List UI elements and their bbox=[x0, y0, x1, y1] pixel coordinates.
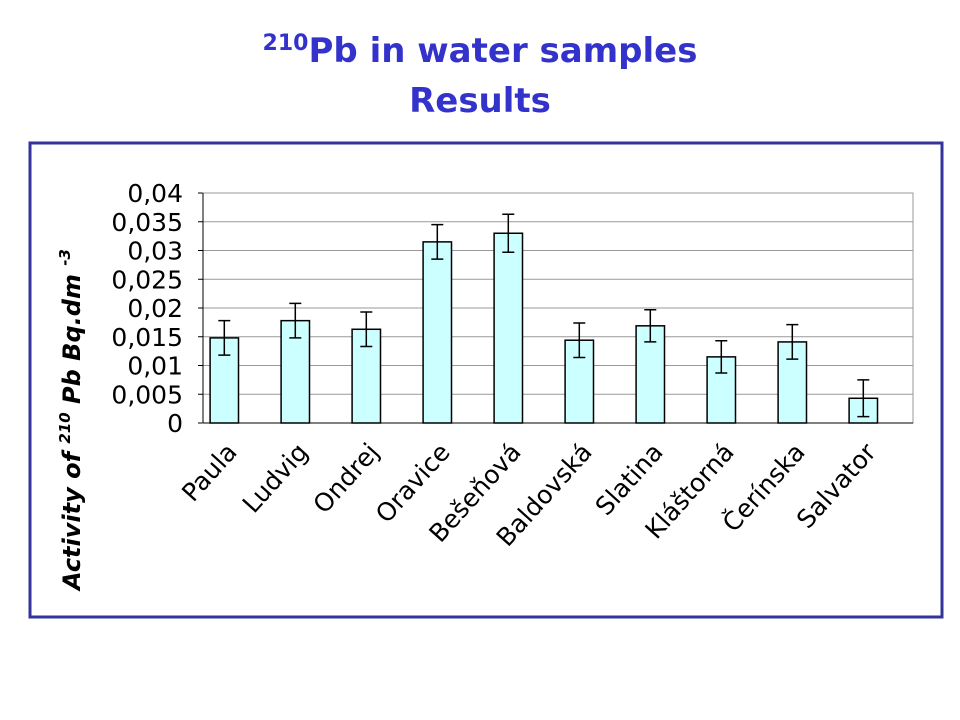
y-label-sup: -3 bbox=[56, 249, 74, 266]
y-tick-label: 0,035 bbox=[111, 208, 183, 237]
y-tick-label: 0,01 bbox=[127, 352, 183, 381]
error-bar bbox=[431, 223, 444, 260]
bar bbox=[422, 241, 453, 424]
y-tick-label: 0,02 bbox=[127, 294, 183, 323]
bar bbox=[493, 232, 524, 424]
x-tick-label: Ludvig bbox=[237, 438, 314, 519]
y-tick-label: 0,03 bbox=[127, 237, 183, 266]
bar bbox=[351, 328, 382, 424]
y-tick-label: 0,025 bbox=[111, 265, 183, 294]
y-tick-label: 0,005 bbox=[111, 380, 183, 409]
error-bar bbox=[360, 311, 373, 348]
error-bar bbox=[644, 308, 657, 343]
y-label-part: Pb Bq.dm bbox=[58, 266, 86, 413]
x-tick-label: Paula bbox=[176, 438, 243, 507]
bar bbox=[209, 337, 240, 424]
y-label-sup: 210 bbox=[56, 412, 74, 443]
y-tick-label: 0,04 bbox=[127, 179, 183, 208]
chart-frame bbox=[28, 141, 944, 619]
title: 210Pb in water samples bbox=[263, 31, 698, 71]
y-tick-label: 0 bbox=[167, 409, 183, 438]
error-bar bbox=[218, 319, 231, 356]
error-bar bbox=[857, 379, 870, 418]
y-axis-label: Activity of 210 Pb Bq.dm -3 bbox=[56, 249, 86, 592]
title-superscript: 210 bbox=[263, 31, 309, 56]
error-bar bbox=[786, 323, 799, 360]
error-bar bbox=[715, 340, 728, 374]
error-bar bbox=[573, 322, 586, 359]
subtitle: Results bbox=[409, 81, 551, 121]
error-bar bbox=[502, 213, 515, 253]
title-text: Pb in water samples bbox=[308, 31, 697, 71]
error-bar bbox=[289, 302, 302, 339]
y-label-part: Activity of bbox=[58, 444, 86, 592]
y-tick-label: 0,015 bbox=[111, 323, 183, 352]
